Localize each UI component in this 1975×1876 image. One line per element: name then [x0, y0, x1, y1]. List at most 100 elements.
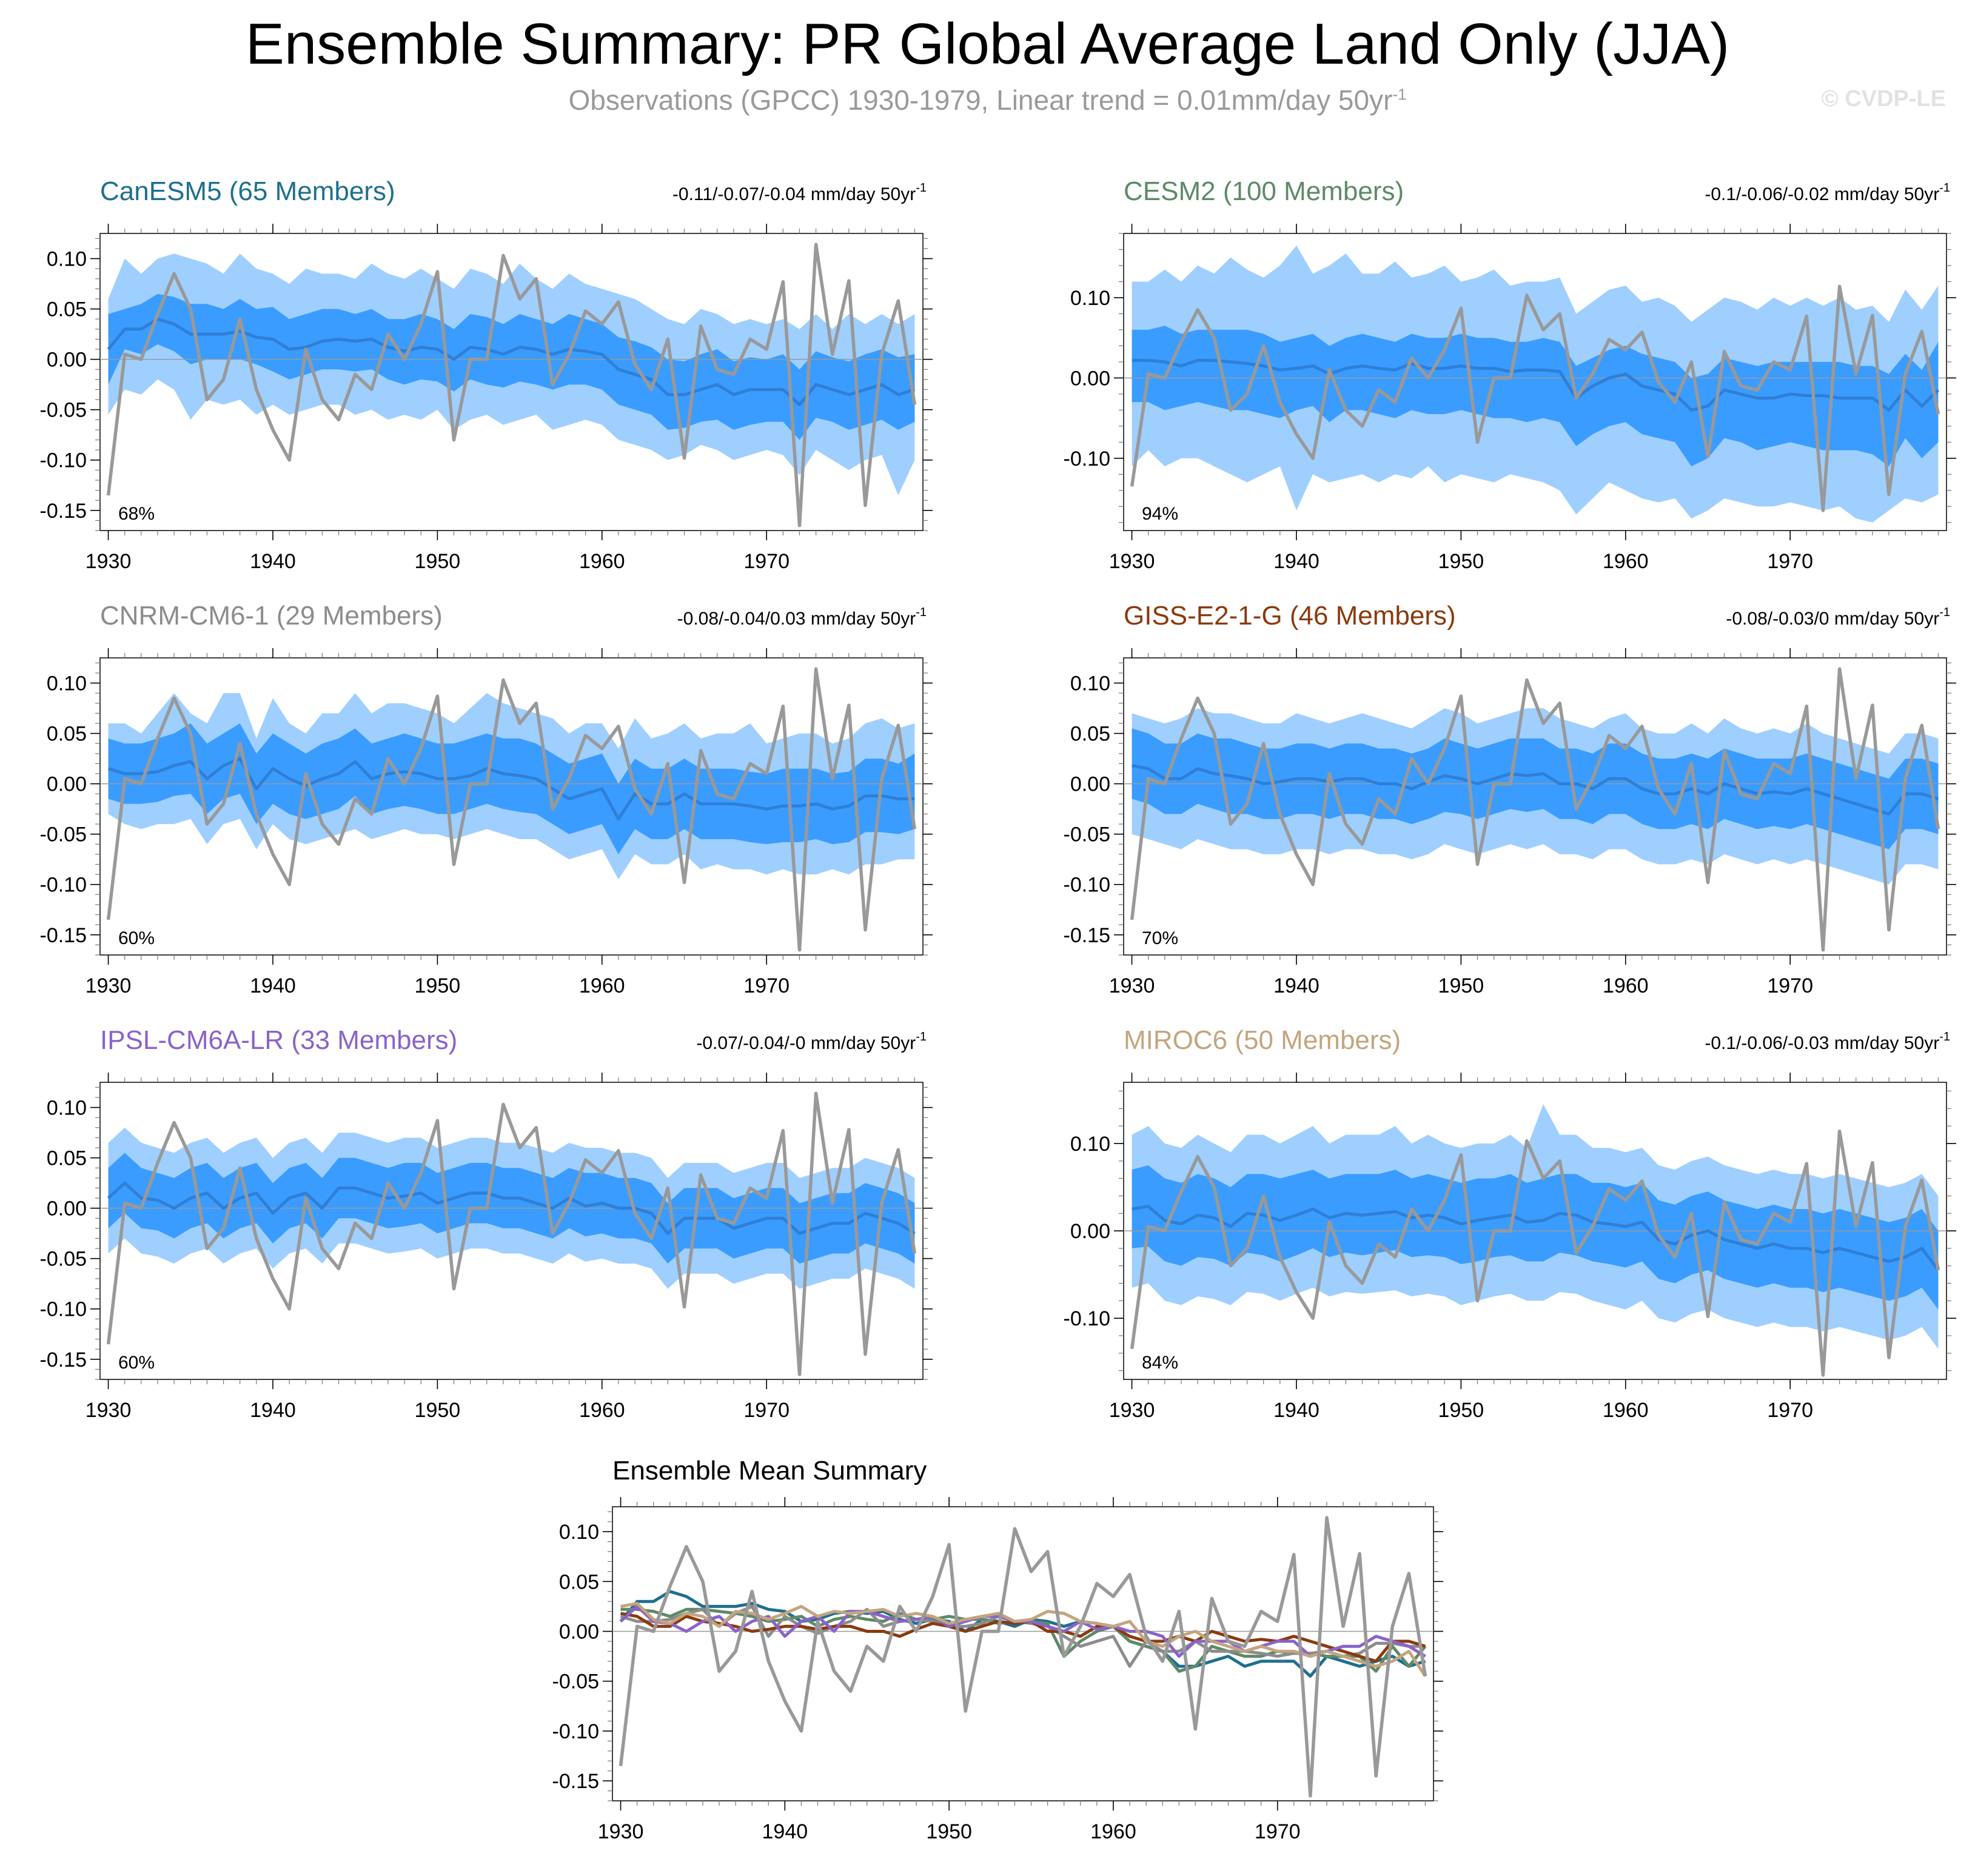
trend-label: -0.08/-0.04/0.03 mm/day 50yr-1 [677, 606, 927, 629]
x-tick-label: 1970 [1767, 550, 1813, 573]
ensemble-panel-5: 0.10 0.05 0.00 -0.05 -0.10 -0.15 1930 1940 1950 1… [40, 1025, 933, 1422]
y-tick-label: -0.10 [552, 1720, 600, 1743]
inner-spread-band [1132, 1165, 1939, 1310]
y-tick-label: -0.05 [1064, 823, 1111, 846]
trend-superscript: -1 [1939, 606, 1950, 619]
panel-title: IPSL-CM6A-LR (33 Members) [100, 1025, 457, 1055]
y-tick-label: 0.10 [47, 672, 87, 695]
x-tick-label: 1950 [926, 1820, 972, 1843]
cvdp-le-watermark: © CVDP-LE [1821, 86, 1946, 112]
x-tick-label: 1950 [415, 1399, 461, 1422]
y-tick-label: 0.00 [47, 1198, 87, 1221]
inner-spread-band [108, 293, 915, 440]
x-tick-label: 1940 [250, 1399, 296, 1422]
x-tick-label: 1970 [743, 550, 790, 573]
percent-label: 70% [1142, 928, 1178, 948]
x-tick-label: 1950 [1438, 1399, 1484, 1422]
x-tick-label: 1950 [1438, 550, 1484, 573]
y-tick-label: -0.15 [40, 924, 87, 947]
panel-title: GISS-E2-1-G (46 Members) [1124, 601, 1456, 631]
trend-superscript: -1 [916, 181, 927, 195]
y-tick-label: 0.00 [559, 1621, 599, 1644]
x-tick-label: 1940 [762, 1820, 808, 1843]
y-tick-label: 0.10 [1070, 672, 1110, 695]
y-tick-label: -0.10 [1064, 1307, 1111, 1330]
x-tick-label: 1940 [1273, 1399, 1319, 1422]
y-tick-label: -0.10 [40, 874, 87, 897]
ensemble-panel-6: 0.10 0.00 -0.10 1930 1940 1950 1960 1970 MIROC6 … [1064, 1025, 1956, 1422]
percent-label: 60% [118, 928, 155, 948]
ensemble-mean-line [1132, 358, 1940, 412]
y-tick-label: -0.05 [40, 823, 87, 846]
y-tick-label: 0.10 [1070, 1133, 1110, 1156]
y-tick-label: -0.15 [1064, 924, 1111, 947]
ensemble-mean-line [1132, 764, 1939, 816]
plot-frame-5 [99, 1082, 924, 1380]
panel-title: CESM2 (100 Members) [1124, 176, 1404, 206]
subtitle-text: Observations (GPCC) 1930-1979, Linear tr… [568, 84, 1393, 116]
y-tick-label: -0.10 [40, 449, 87, 472]
x-tick-label: 1930 [86, 550, 132, 573]
y-tick-label: -0.05 [40, 1248, 87, 1271]
observations-line [1130, 284, 1940, 512]
ensemble-mean-line [107, 1181, 916, 1235]
plot-frame-4 [1123, 657, 1947, 956]
percent-label: 68% [118, 504, 155, 524]
y-tick-label: -0.10 [1064, 874, 1111, 897]
trend-superscript: -1 [916, 606, 927, 619]
trend-label: -0.07/-0.04/-0 mm/day 50yr-1 [696, 1030, 927, 1053]
y-tick-label: 0.00 [1070, 367, 1110, 390]
x-tick-label: 1940 [1273, 974, 1319, 997]
x-tick-label: 1950 [415, 974, 461, 997]
summary-observations-line [619, 1516, 1427, 1798]
y-tick-label: 0.05 [1070, 723, 1110, 746]
y-tick-label: 0.05 [47, 1147, 87, 1170]
ensemble-panel-3: 0.10 0.05 0.00 -0.05 -0.10 -0.15 1930 1940 1950 1… [40, 601, 933, 997]
x-tick-label: 1960 [579, 550, 625, 573]
y-tick-label: 0.05 [47, 298, 87, 321]
subtitle-superscript: -1 [1392, 85, 1407, 104]
y-tick-label: -0.05 [552, 1670, 600, 1693]
ensemble-mean-line [107, 757, 915, 821]
y-tick-label: 0.00 [47, 773, 87, 796]
ensemble-mean-line [1132, 1205, 1940, 1271]
y-tick-label: -0.10 [40, 1298, 87, 1321]
trend-label: -0.1/-0.06/-0.02 mm/day 50yr-1 [1705, 181, 1950, 204]
ensemble-mean-summary-panel: 0.10 0.05 0.00 -0.05 -0.10 -0.15 1930 1940 1950 1… [552, 1456, 1443, 1843]
x-tick-label: 1950 [1438, 974, 1484, 997]
x-tick-label: 1970 [1767, 974, 1813, 997]
page-title: Ensemble Summary: PR Global Average Land… [245, 12, 1730, 76]
trend-superscript: -1 [1939, 1030, 1950, 1044]
summary-title: Ensemble Mean Summary [612, 1456, 927, 1486]
observations-line [106, 667, 917, 952]
x-tick-label: 1960 [1603, 974, 1649, 997]
panel-title: CNRM-CM6-1 (29 Members) [100, 601, 443, 631]
trend-label: -0.08/-0.03/0 mm/day 50yr-1 [1726, 606, 1950, 629]
trend-superscript: -1 [916, 1030, 927, 1044]
ensemble-panel-4: 0.10 0.05 0.00 -0.05 -0.10 -0.15 1930 1940 1950 1… [1064, 601, 1956, 997]
x-tick-label: 1930 [1109, 974, 1155, 997]
panel-title: CanESM5 (65 Members) [100, 176, 395, 206]
y-tick-label: -0.10 [1064, 447, 1111, 471]
y-tick-label: 0.10 [47, 1097, 87, 1120]
x-tick-label: 1940 [1273, 550, 1319, 573]
plot-frame-summary [612, 1506, 1434, 1801]
y-tick-label: 0.10 [47, 248, 87, 271]
observations-line [106, 243, 917, 528]
plot-frame-3 [99, 657, 924, 956]
x-tick-label: 1950 [415, 550, 461, 573]
y-tick-label: 0.00 [1070, 1220, 1110, 1243]
observations-line [1130, 1129, 1940, 1377]
x-tick-label: 1940 [250, 550, 296, 573]
ensemble-panel-1: 0.10 0.05 0.00 -0.05 -0.10 -0.15 1930 1940 1950 1… [40, 176, 933, 573]
y-tick-label: 0.00 [1070, 773, 1110, 796]
y-tick-label: -0.15 [40, 500, 87, 523]
x-tick-label: 1960 [579, 974, 625, 997]
x-tick-label: 1960 [1603, 1399, 1649, 1422]
trend-superscript: -1 [1939, 181, 1950, 195]
observations-line [106, 1091, 917, 1376]
percent-label: 60% [118, 1353, 155, 1373]
x-tick-label: 1960 [579, 1399, 625, 1422]
panel-title: MIROC6 (50 Members) [1124, 1025, 1401, 1055]
summary-mean-line-6 [620, 1602, 1427, 1677]
